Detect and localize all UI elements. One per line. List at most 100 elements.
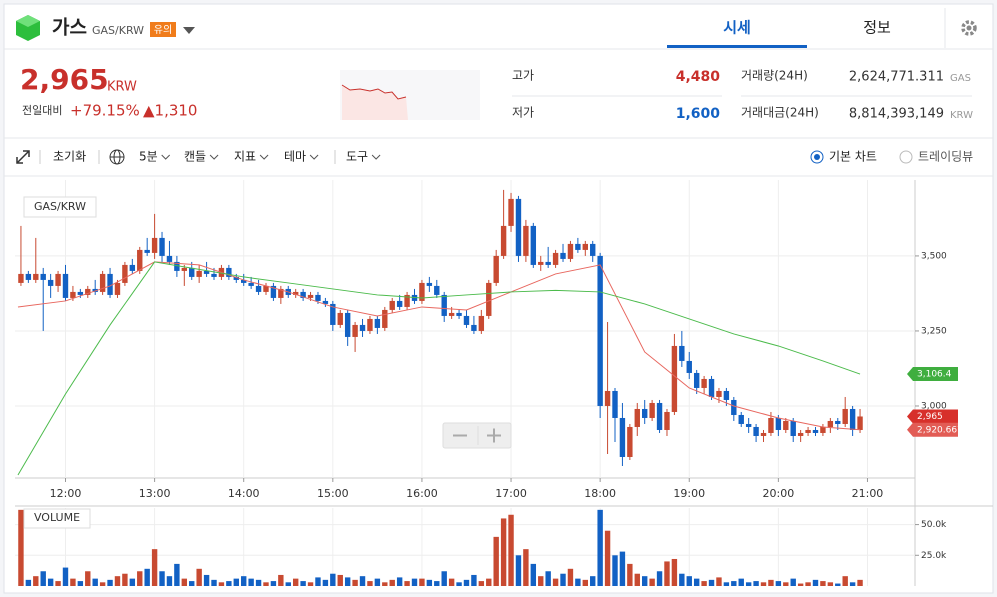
high: 4,480 <box>676 69 721 85</box>
toolbar-item[interactable]: 테마 <box>284 150 306 164</box>
settings[interactable] <box>961 20 977 36</box>
candle-body <box>693 372 700 388</box>
candle-body <box>77 291 84 295</box>
volume-bar <box>226 581 232 586</box>
volume-bar <box>270 581 277 586</box>
tab[interactable]: 정보 <box>863 19 891 37</box>
volume-bar <box>99 582 106 586</box>
volume-bar <box>842 576 848 586</box>
volume-bar <box>196 568 202 586</box>
low-label: 저가 <box>512 106 534 120</box>
tab[interactable]: 시세 <box>723 19 751 37</box>
volume-bar <box>330 573 336 586</box>
x-tick-label: 18:00 <box>584 487 616 500</box>
volume-bar <box>693 578 700 586</box>
radio[interactable] <box>810 150 824 164</box>
volume-bar <box>337 574 343 586</box>
volume-bar <box>300 581 306 586</box>
candle-body <box>434 285 440 295</box>
x-tick-label: 19:00 <box>673 487 705 500</box>
badge: 유의 <box>154 24 172 36</box>
candle-body <box>40 273 46 280</box>
volume-bar <box>456 582 462 586</box>
candle-body <box>686 360 692 373</box>
candle-body <box>300 291 306 298</box>
volume-bar <box>760 582 767 586</box>
candle-body <box>137 249 143 271</box>
toolbar-item[interactable]: 도구 <box>346 150 368 164</box>
volume-bar <box>233 578 239 586</box>
candle-body <box>768 417 774 433</box>
volume-bar <box>352 579 358 586</box>
volume-bar <box>768 579 774 586</box>
volume-bar <box>441 571 447 586</box>
y-tick-label: 3,000 <box>921 401 947 411</box>
y-tick-label: 3,500 <box>921 251 947 261</box>
candle-body <box>441 294 447 316</box>
candle-body <box>708 378 715 397</box>
chart-mode[interactable]: 트레이딩뷰 <box>918 150 973 164</box>
candle-body <box>649 402 655 418</box>
candle-body <box>226 267 232 277</box>
candle-body <box>278 288 284 298</box>
trade-value: 8,814,393,149 <box>849 107 944 122</box>
volume-bar <box>538 576 544 586</box>
candle-body <box>731 399 737 415</box>
globe-icon[interactable] <box>109 149 125 165</box>
volume-bar <box>107 579 113 586</box>
logo <box>16 15 40 41</box>
volume-bar <box>545 571 551 586</box>
x-tick-label: 12:00 <box>50 487 82 500</box>
volume-bar <box>389 579 395 586</box>
y-tick-label: 50.0k <box>921 520 947 530</box>
expand-icon[interactable] <box>16 150 30 164</box>
candle-body <box>181 267 188 271</box>
candle-body <box>255 285 262 292</box>
candle-body <box>62 273 69 298</box>
volume-bar <box>642 576 648 586</box>
volume-bar <box>33 576 39 586</box>
price-tag <box>907 422 958 437</box>
label-box <box>23 508 91 529</box>
volume-bar <box>122 573 128 586</box>
volume-bar <box>62 567 69 586</box>
candle-body <box>367 318 373 331</box>
candle-body <box>18 273 24 283</box>
volume-bar <box>634 573 640 586</box>
volume-bar <box>25 579 32 586</box>
candle-body <box>538 261 544 265</box>
chart-mode[interactable]: 기본 차트 <box>829 150 877 164</box>
candle-body <box>567 243 574 259</box>
volume-bar <box>530 563 537 586</box>
radio[interactable] <box>899 150 913 164</box>
candle-body <box>604 390 611 406</box>
toolbar-item[interactable]: 5분 <box>139 150 158 164</box>
toolbar-item[interactable]: 지표 <box>234 150 256 164</box>
candle-body <box>344 312 351 337</box>
volume-bar <box>679 573 685 586</box>
volume-bar <box>203 574 210 586</box>
volume-bar <box>159 571 165 586</box>
volume-bar <box>285 582 291 586</box>
volume-bar <box>783 582 789 586</box>
price-unit: KRW <box>107 80 137 95</box>
change-rate: +79.15% <box>70 102 140 120</box>
toolbar-item[interactable]: 캔들 <box>184 150 206 164</box>
volume-bar <box>255 579 262 586</box>
volume-bar <box>523 549 529 586</box>
candle-body <box>419 282 425 301</box>
high-label: 고가 <box>512 69 534 83</box>
candle-body <box>612 390 618 418</box>
volume-bar <box>292 578 299 586</box>
price-tag <box>907 409 958 424</box>
volume-bar <box>849 582 856 586</box>
zoom-control[interactable] <box>442 422 512 449</box>
volume-bar <box>18 509 24 586</box>
x-tick-label: 21:00 <box>852 487 884 500</box>
toolbar-item[interactable]: 초기화 <box>53 150 86 164</box>
change-price: ▲1,310 <box>143 102 197 120</box>
candle-body <box>330 303 336 325</box>
dropdown[interactable] <box>183 27 195 34</box>
candle-body <box>523 225 529 256</box>
volume-bar <box>129 578 136 586</box>
